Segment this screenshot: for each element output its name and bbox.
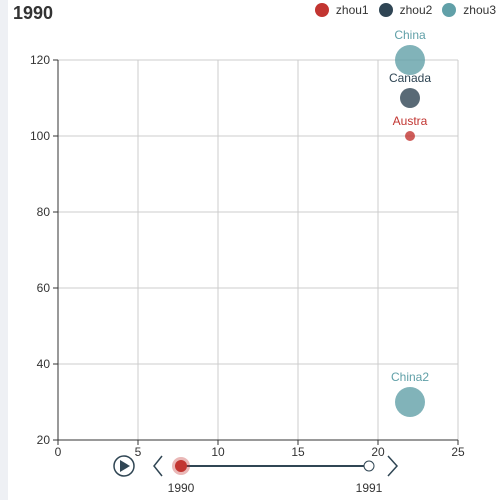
legend-item-zhou2[interactable]: zhou2 bbox=[378, 3, 433, 17]
point-label-China2: China2 bbox=[391, 370, 429, 384]
x-tick-label-20: 20 bbox=[371, 445, 385, 459]
axes: 0 5 10 15 20 25 20 40 60 80 100 120 bbox=[30, 53, 465, 459]
grid bbox=[58, 59, 459, 440]
legend-label-zhou1: zhou1 bbox=[335, 3, 369, 17]
point-China[interactable] bbox=[395, 45, 425, 75]
legend-marker-zhou1 bbox=[314, 3, 329, 17]
timeline-label-1990: 1990 bbox=[168, 481, 195, 495]
timeline: 1990 1991 bbox=[113, 455, 399, 495]
x-tick-label-15: 15 bbox=[291, 445, 305, 459]
timeline-label-1991: 1991 bbox=[356, 481, 383, 495]
x-tick-label-25: 25 bbox=[451, 445, 465, 459]
legend-marker-zhou3 bbox=[442, 3, 457, 17]
x-tick-label-0: 0 bbox=[55, 445, 62, 459]
y-tick-label-100: 100 bbox=[30, 129, 50, 143]
legend: zhou1 zhou2 zhou3 bbox=[314, 3, 496, 17]
point-Canada[interactable] bbox=[400, 88, 420, 108]
timeline-marker-1991[interactable] bbox=[363, 460, 375, 472]
x-tick-label-5: 5 bbox=[135, 445, 142, 459]
timeline-current-marker[interactable] bbox=[175, 460, 187, 472]
point-label-Canada: Canada bbox=[389, 71, 431, 85]
data-points: Austra Canada China China2 bbox=[389, 28, 431, 417]
play-icon[interactable] bbox=[113, 455, 135, 477]
point-label-Austra: Austra bbox=[393, 114, 428, 128]
legend-item-zhou3[interactable]: zhou3 bbox=[442, 3, 496, 17]
chart-title: 1990 bbox=[13, 3, 54, 23]
y-tick-label-20: 20 bbox=[37, 433, 51, 447]
point-China2[interactable] bbox=[395, 387, 425, 417]
left-edge-strip bbox=[0, 0, 8, 500]
chevron-right-icon[interactable] bbox=[387, 455, 399, 477]
play-icon-triangle bbox=[120, 460, 130, 472]
y-tick-label-80: 80 bbox=[37, 205, 51, 219]
legend-marker-zhou2 bbox=[378, 3, 393, 17]
legend-item-zhou1[interactable]: zhou1 bbox=[314, 3, 369, 17]
legend-label-zhou3: zhou3 bbox=[463, 3, 496, 17]
x-tick-label-10: 10 bbox=[211, 445, 225, 459]
legend-label-zhou2: zhou2 bbox=[399, 3, 433, 17]
y-tick-label-40: 40 bbox=[37, 357, 51, 371]
y-tick-label-120: 120 bbox=[30, 53, 50, 67]
point-Austra[interactable] bbox=[405, 131, 415, 141]
play-icon-ring bbox=[113, 455, 135, 477]
chevron-left-icon[interactable] bbox=[153, 455, 163, 477]
y-tick-label-60: 60 bbox=[37, 281, 51, 295]
point-label-China: China bbox=[394, 28, 426, 42]
